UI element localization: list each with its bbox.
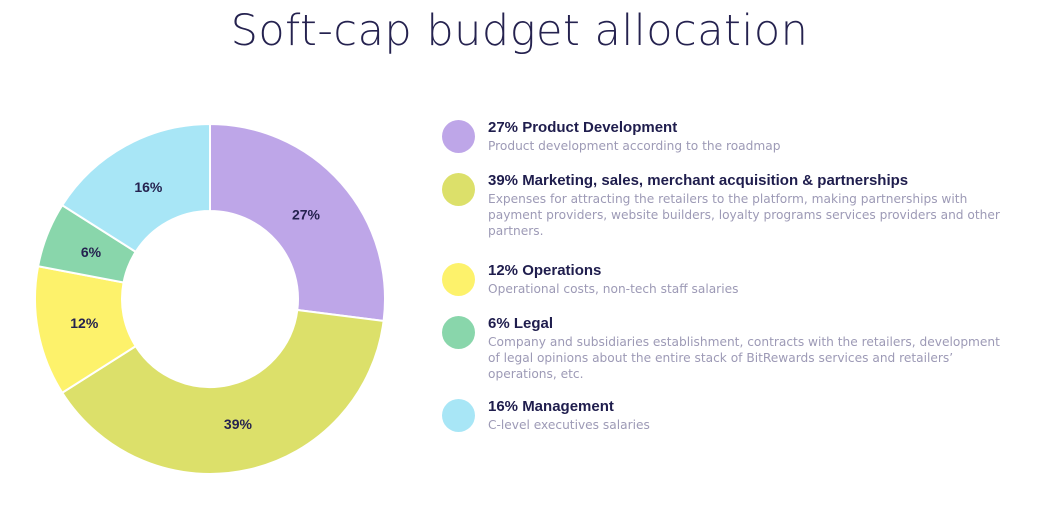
slice-label-management: 16%: [134, 179, 163, 195]
slice-management: [60, 122, 211, 254]
legend-description: Operational costs, non-tech staff salari…: [488, 282, 739, 296]
legend-item-product-development: 27% Product Development Product developm…: [442, 118, 1022, 156]
slice-label-marketing: 39%: [224, 416, 253, 432]
legend-swatch: [442, 399, 475, 432]
slice-label-product: 27%: [292, 206, 321, 222]
legend-item-operations: 12% Operations Operational costs, non-te…: [442, 261, 1022, 299]
slice-product: [209, 122, 386, 323]
slice-label-legal: 6%: [81, 244, 102, 260]
chart-labels: 27% 39% 12% 6% 16%: [70, 179, 320, 432]
legend-description: Expenses for attracting the retailers to…: [488, 192, 1000, 238]
legend-item-management: 16% Management C-level executives salari…: [442, 397, 1022, 435]
chart-slices: [34, 122, 386, 475]
legend-swatch: [442, 173, 475, 206]
slice-label-operations: 12%: [70, 315, 99, 331]
legend: 27% Product Development Product developm…: [442, 116, 1022, 435]
legend-swatch: [442, 263, 475, 296]
legend-heading: 6% Legal: [488, 315, 554, 332]
legend-item-legal: 6% Legal Company and subsidiaries establ…: [442, 314, 1022, 386]
donut-chart: 27% 39% 12% 6% 16%: [34, 122, 386, 475]
legend-heading: 12% Operations: [488, 262, 602, 279]
page-title: Soft-cap budget allocation: [230, 6, 809, 56]
slice-marketing: [60, 308, 385, 475]
legend-description: C-level executives salaries: [488, 418, 650, 432]
legend-swatch: [442, 120, 475, 153]
legend-description: Company and subsidiaries establishment, …: [488, 335, 1000, 381]
legend-swatch: [442, 316, 475, 349]
legend-heading: 16% Management: [488, 398, 614, 415]
legend-heading: 39% Marketing, sales, merchant acquisiti…: [488, 172, 909, 189]
legend-description: Product development according to the roa…: [488, 139, 781, 153]
legend-heading: 27% Product Development: [488, 119, 678, 136]
legend-item-marketing: 39% Marketing, sales, merchant acquisiti…: [442, 171, 1022, 257]
